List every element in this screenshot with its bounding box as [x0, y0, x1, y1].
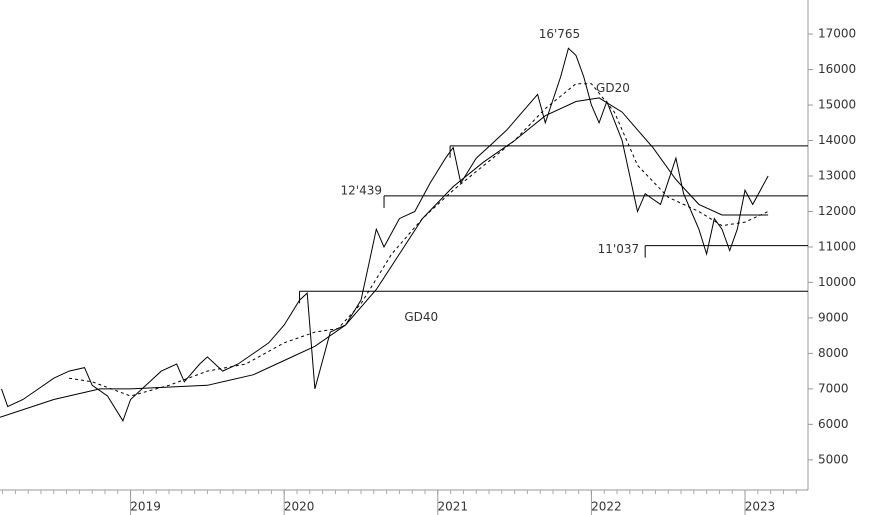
series-line: [1, 47, 769, 422]
y-tick-label: 8000: [818, 346, 849, 360]
series-line: [0, 97, 769, 418]
y-tick-label: 11000: [818, 239, 856, 253]
series-label: GD20: [596, 81, 630, 95]
y-tick-label: 7000: [818, 381, 849, 395]
level-label: 11'037: [598, 242, 639, 256]
y-tick-label: 13000: [818, 168, 856, 182]
x-tick-label: 2019: [130, 500, 161, 514]
series-label: GD40: [404, 310, 438, 324]
y-tick-label: 17000: [818, 27, 856, 41]
y-tick-label: 14000: [818, 133, 856, 147]
y-tick-label: 6000: [818, 417, 849, 431]
level-label: 12'439: [341, 183, 382, 197]
x-tick-label: 2023: [745, 500, 776, 514]
y-tick-label: 15000: [818, 98, 856, 112]
series-line: [69, 83, 769, 397]
x-tick-label: 2020: [284, 500, 315, 514]
y-tick-label: 16000: [818, 62, 856, 76]
y-tick-label: 5000: [818, 452, 849, 466]
y-tick-label: 12000: [818, 204, 856, 218]
y-tick-label: 9000: [818, 310, 849, 324]
annotation: 16'765: [539, 27, 580, 41]
y-tick-label: 10000: [818, 275, 856, 289]
x-tick-label: 2022: [591, 500, 622, 514]
x-tick-label: 2021: [438, 500, 469, 514]
